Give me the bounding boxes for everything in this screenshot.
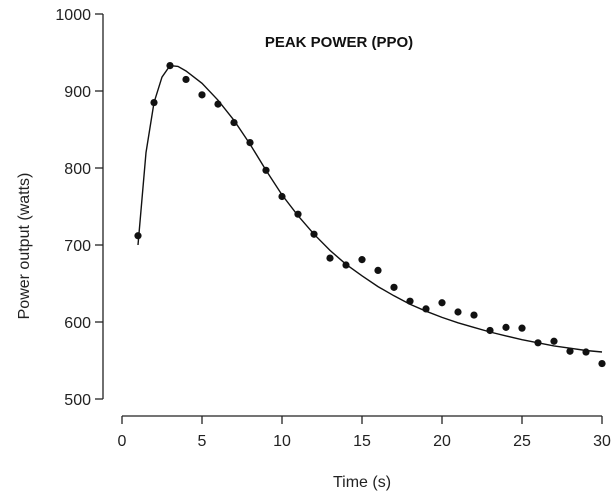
data-point (342, 261, 350, 269)
y-tick-label: 800 (64, 161, 91, 178)
data-point (502, 323, 510, 331)
data-point (214, 100, 222, 108)
data-point (262, 166, 270, 174)
y-tick-label: 900 (64, 84, 91, 101)
data-point (550, 337, 558, 345)
data-point (582, 348, 590, 356)
data-point (454, 308, 462, 316)
data-point (438, 299, 446, 307)
data-point (374, 266, 382, 275)
data-point (150, 98, 158, 107)
x-tick-label: 20 (433, 433, 451, 450)
data-point (246, 138, 254, 147)
data-point (486, 326, 494, 335)
data-point (358, 256, 366, 264)
chart-title: PEAK POWER (PPO) (265, 34, 413, 51)
y-tick-label: 500 (64, 392, 91, 409)
data-point (326, 254, 334, 262)
data-point (470, 311, 478, 319)
data-point (294, 210, 302, 218)
x-tick-label: 15 (353, 433, 371, 450)
x-tick-label: 25 (513, 433, 531, 450)
y-axis-title: Power output (watts) (16, 173, 33, 320)
data-point (198, 91, 206, 99)
data-points (134, 61, 606, 368)
x-tick-label: 0 (118, 433, 127, 450)
x-tick-label: 5 (198, 433, 207, 450)
data-point (278, 192, 286, 201)
data-point (422, 305, 430, 313)
data-point (310, 230, 318, 238)
y-tick-label: 600 (64, 315, 91, 332)
x-tick-label: 30 (593, 433, 611, 450)
x-axis-title: Time (s) (333, 474, 391, 491)
x-axis-ticks: 0 5 10 15 20 25 30 (118, 416, 611, 450)
data-point (566, 347, 574, 355)
data-point (230, 118, 238, 127)
y-tick-label: 700 (64, 238, 91, 255)
data-point (166, 61, 174, 70)
data-point (518, 324, 526, 332)
x-tick-label: 10 (273, 433, 291, 450)
data-point (390, 283, 398, 291)
fit-curve (137, 64, 603, 353)
y-tick-label: 1000 (55, 7, 91, 24)
data-point (182, 75, 190, 84)
data-point (406, 297, 414, 305)
data-point (134, 232, 142, 240)
y-axis-ticks: 500 600 700 800 900 1000 (55, 7, 103, 409)
data-point (534, 339, 542, 347)
data-point (598, 359, 606, 368)
